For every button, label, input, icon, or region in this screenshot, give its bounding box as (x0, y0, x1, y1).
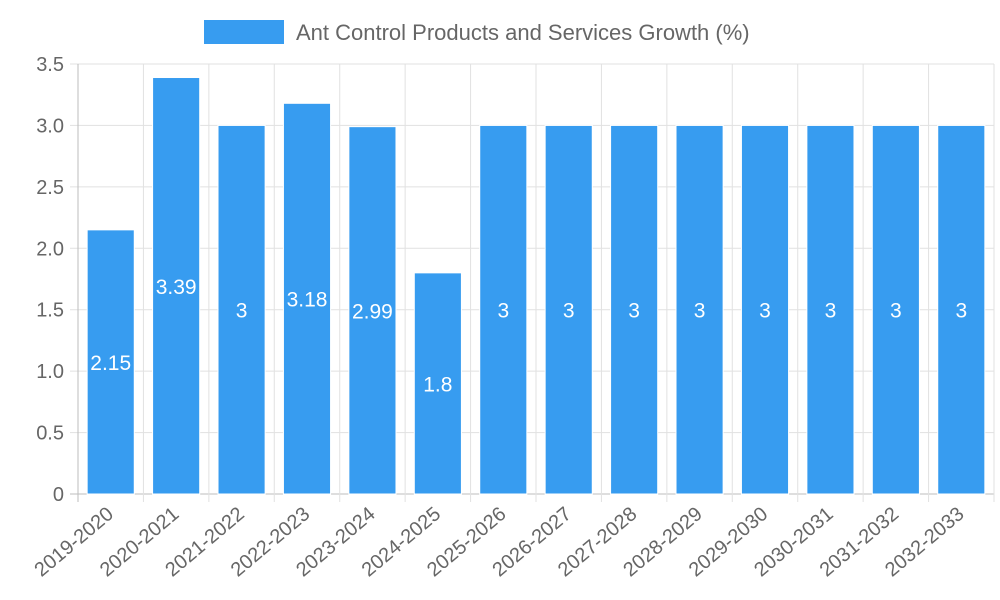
bar-data-label: 3 (825, 300, 837, 323)
bar-data-label: 3 (759, 300, 771, 323)
y-tick-label: 3.5 (36, 54, 64, 76)
bar-data-label: 2.15 (90, 352, 131, 375)
bar[interactable] (740, 124, 790, 495)
bar[interactable] (871, 124, 920, 495)
legend-label[interactable]: Ant Control Products and Services Growth… (296, 20, 750, 45)
y-tick-label: 2.5 (36, 177, 64, 199)
bar[interactable] (937, 124, 986, 495)
bar-data-label: 3 (694, 300, 706, 323)
y-tick-label: 3.0 (36, 115, 64, 137)
bar[interactable] (479, 124, 528, 495)
x-axis: 2019-20202020-20212021-20222022-20232023… (31, 503, 969, 581)
data-labels: 2.15 3.39 3 3.18 2.99 1.8 3 3 3 3 3 3 3 3 (90, 276, 967, 397)
bar-data-label: 1.8 (423, 373, 452, 396)
bar[interactable] (544, 124, 593, 495)
bar[interactable] (806, 124, 855, 495)
bar-data-label: 3 (628, 300, 640, 323)
bar[interactable] (152, 77, 201, 495)
y-tick-label: 0 (53, 484, 64, 506)
bar-data-label: 3.18 (287, 289, 328, 312)
bar[interactable] (413, 272, 462, 495)
bar[interactable] (217, 124, 266, 495)
bar-data-label: 3.39 (156, 276, 197, 299)
y-tick-label: 1.0 (36, 361, 64, 383)
bar-data-label: 3 (955, 300, 967, 323)
bar-data-label: 3 (890, 300, 902, 323)
bar-data-label: 3 (497, 300, 509, 323)
y-tick-label: 0.5 (36, 423, 64, 445)
bar[interactable] (348, 126, 397, 495)
y-tick-label: 2.0 (36, 238, 64, 260)
bar-data-label: 3 (563, 300, 575, 323)
bar[interactable] (86, 229, 135, 495)
legend[interactable]: Ant Control Products and Services Growth… (204, 20, 750, 45)
legend-swatch[interactable] (204, 20, 284, 44)
grid-lines (70, 63, 995, 502)
bar[interactable] (675, 124, 724, 495)
y-axis: 0 0.5 1.0 1.5 2.0 2.5 3.0 3.5 (36, 54, 64, 506)
bar-data-label: 2.99 (352, 300, 393, 323)
bar[interactable] (282, 102, 332, 495)
bar[interactable] (610, 124, 659, 495)
bar-data-label: 3 (236, 300, 248, 323)
y-tick-label: 1.5 (36, 300, 64, 322)
bars (86, 77, 986, 495)
